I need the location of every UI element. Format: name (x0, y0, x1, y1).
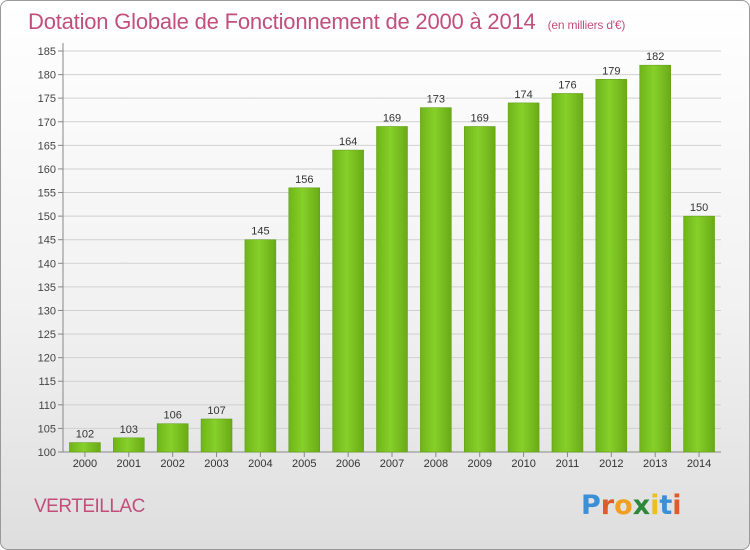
bar (639, 64, 671, 453)
bar (332, 149, 364, 453)
bar-value-label: 156 (295, 174, 313, 186)
logo-letter: t (659, 490, 673, 521)
x-tick-label: 2005 (292, 458, 316, 470)
bar-value-label: 150 (690, 202, 708, 214)
y-tick-label: 170 (38, 117, 56, 129)
bar (595, 79, 628, 453)
y-tick-label: 180 (38, 70, 56, 82)
y-tick-label: 140 (38, 258, 56, 270)
chart-subtitle: (en milliers d'€) (547, 18, 626, 32)
x-tick-label: 2008 (424, 458, 448, 470)
bar-value-label: 169 (471, 112, 489, 124)
bar-value-label: 107 (207, 405, 225, 417)
y-tick-label: 105 (38, 423, 56, 435)
logo-letter: x (632, 490, 651, 521)
bar (463, 126, 496, 453)
bar (200, 418, 233, 453)
commune-name: VERTEILLAC (34, 496, 145, 517)
x-tick-label: 2002 (160, 458, 184, 470)
x-tick-label: 2013 (643, 458, 667, 470)
x-tick-label: 2009 (467, 458, 491, 470)
x-tick-label: 2004 (248, 458, 272, 470)
x-tick-label: 2000 (73, 458, 97, 470)
x-tick-label: 2011 (556, 458, 580, 470)
x-tick-label: 2001 (117, 458, 141, 470)
y-tick-label: 125 (38, 329, 56, 341)
y-tick-label: 115 (38, 376, 56, 388)
bar-value-label: 106 (163, 410, 181, 422)
bar (551, 93, 584, 453)
bar (683, 215, 715, 453)
x-tick-label: 2010 (511, 458, 535, 470)
x-tick-label: 2007 (380, 458, 404, 470)
logo-letter: i (672, 490, 682, 521)
y-tick-label: 145 (38, 235, 56, 247)
logo-letter: P (581, 490, 601, 521)
bar (113, 437, 145, 453)
bar (244, 239, 277, 453)
y-tick-label: 150 (38, 211, 56, 223)
bar (288, 187, 321, 453)
y-tick-label: 130 (38, 305, 56, 317)
bar-value-label: 182 (646, 51, 664, 63)
bar-value-label: 179 (602, 65, 620, 77)
logo-letter: r (600, 490, 615, 521)
y-tick-label: 120 (38, 353, 56, 365)
bar (376, 126, 408, 453)
y-tick-label: 110 (38, 400, 56, 412)
y-tick-label: 160 (38, 164, 56, 176)
x-tick-label: 2006 (336, 458, 360, 470)
y-tick-label: 165 (38, 140, 56, 152)
logo-letter: i (650, 490, 660, 521)
y-tick-label: 100 (38, 447, 56, 459)
chart-title: Dotation Globale de Fonctionnement de 20… (28, 9, 625, 35)
y-tick-label: 175 (38, 93, 56, 105)
bar-value-label: 145 (251, 226, 269, 238)
bar-value-label: 173 (427, 94, 445, 106)
x-tick-label: 2014 (687, 458, 711, 470)
bar-value-label: 174 (514, 89, 532, 101)
bar (69, 442, 101, 453)
title-text: Dotation Globale de Fonctionnement de 20… (28, 9, 536, 34)
bar (507, 102, 540, 453)
bar-value-label: 102 (76, 429, 94, 441)
bar-value-label: 169 (383, 112, 401, 124)
bar-value-label: 176 (558, 79, 576, 91)
bar (156, 423, 189, 453)
y-tick-label: 155 (38, 188, 56, 200)
logo-letter: o (614, 490, 633, 521)
y-tick-label: 185 (38, 46, 56, 58)
bar-value-label: 164 (339, 136, 357, 148)
proxiti-logo: Proxiti (581, 490, 682, 521)
bar (420, 107, 452, 453)
bar-value-label: 103 (120, 424, 138, 436)
y-tick-label: 135 (38, 282, 56, 294)
x-tick-label: 2012 (599, 458, 623, 470)
x-tick-label: 2003 (204, 458, 228, 470)
